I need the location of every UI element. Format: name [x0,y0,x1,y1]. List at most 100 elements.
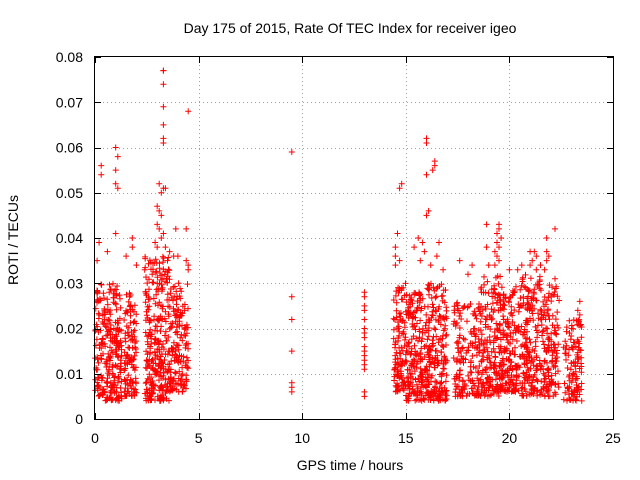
data-point [414,349,421,356]
data-point [523,392,530,399]
data-point [541,303,547,310]
data-point [506,324,512,331]
data-point [426,394,433,401]
data-point [145,306,152,313]
data-point [404,397,410,404]
data-point [552,316,559,323]
data-point [409,386,416,393]
x-tick-label: 20 [502,430,518,446]
data-point [483,244,490,251]
data-point [131,333,138,340]
data-point [361,334,368,341]
data-point [433,253,440,260]
data-point [166,397,172,404]
data-point [494,239,500,246]
data-point [397,313,403,320]
data-point [576,311,583,318]
data-point [107,322,114,328]
data-point [551,291,558,298]
data-point [436,303,443,310]
data-point [165,311,172,318]
data-point [143,274,149,281]
data-point [430,340,436,347]
x-tick-label: 10 [294,430,310,446]
data-point [159,391,166,398]
data-point [175,306,182,313]
data-point [488,306,495,313]
data-point [158,212,165,219]
data-point [165,254,172,261]
data-point [403,299,410,306]
data-point [181,332,188,339]
data-point [564,385,571,392]
data-point [537,306,544,313]
data-point [456,332,463,339]
data-point [489,300,496,307]
data-point [478,371,485,378]
data-point [288,149,295,155]
data-point [174,321,181,328]
data-point [483,221,490,228]
data-point [486,334,493,340]
data-point [520,300,527,306]
data-point [454,338,461,345]
data-point [508,372,515,379]
data-point [111,390,118,397]
data-point [487,376,494,383]
data-point [403,311,410,318]
data-point [156,260,163,267]
data-point [115,328,122,335]
data-point [154,203,161,210]
data-point [513,326,520,332]
data-point [492,387,499,394]
data-point [175,346,182,353]
data-point [157,328,164,335]
data-point [392,341,399,348]
data-point [428,374,435,381]
data-point [124,361,131,368]
data-point [512,344,518,351]
data-point [511,307,518,314]
data-point [148,266,154,273]
data-point [526,336,533,343]
data-point [507,330,514,337]
data-point [419,356,426,363]
data-point [555,368,561,375]
data-point [133,380,140,387]
data-point [533,253,540,260]
data-point [126,380,133,387]
data-point [402,280,409,287]
data-point [122,392,128,399]
data-point [423,384,430,391]
data-point [162,278,169,285]
data-point [533,266,540,273]
data-point [112,286,119,293]
data-point [150,279,157,286]
grid [95,57,613,419]
data-point [176,368,183,375]
data-point [142,288,149,295]
data-point [152,367,159,374]
data-point [433,387,440,394]
data-point [106,317,113,324]
data-point [464,347,471,354]
data-point [454,299,461,306]
data-point [179,322,185,329]
data-point [484,313,491,320]
data-point [414,305,421,312]
data-point [537,366,544,373]
data-point [561,380,568,387]
data-point [423,363,430,370]
data-point [163,337,170,344]
data-point [479,307,486,313]
data-point [145,260,152,267]
data-point [162,328,169,335]
data-point [443,304,450,311]
data-point [148,374,155,381]
data-point [179,388,186,395]
data-point [395,335,402,341]
data-point [425,333,432,340]
data-point [535,329,541,336]
data-point [433,285,440,292]
